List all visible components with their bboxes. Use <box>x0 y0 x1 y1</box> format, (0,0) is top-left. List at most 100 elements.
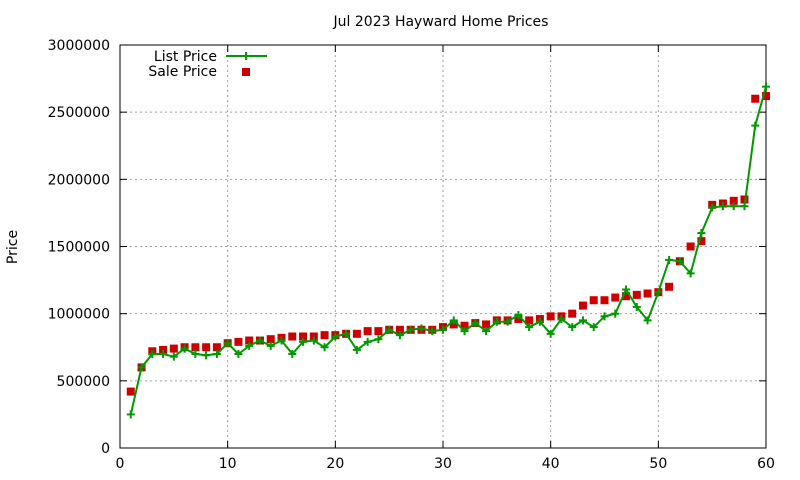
series-layer <box>126 82 770 419</box>
y-tick-label: 1000000 <box>48 307 110 323</box>
legend-swatch-sale-marker <box>242 68 250 76</box>
sale-price-point <box>374 327 383 336</box>
list-price-point <box>622 285 631 294</box>
list-price-point <box>191 349 200 358</box>
list-price-point <box>255 336 264 345</box>
x-tick-label: 20 <box>326 456 344 472</box>
y-tick-label: 500000 <box>57 374 110 390</box>
list-price-point <box>299 337 308 346</box>
legend-label-sale-price: Sale Price <box>148 64 217 80</box>
sale-price-point <box>751 94 760 103</box>
sale-price-point <box>514 315 523 324</box>
list-price-point <box>406 325 415 334</box>
sale-price-point <box>611 293 620 302</box>
sale-price-point <box>169 344 178 353</box>
list-price-point <box>482 327 491 336</box>
list-price-point <box>697 229 706 238</box>
x-tick-label: 50 <box>649 456 667 472</box>
list-price-point <box>460 327 469 336</box>
list-price-point <box>632 302 641 311</box>
list-price-point <box>589 323 598 332</box>
list-price-point <box>729 202 738 211</box>
list-price-point <box>223 339 232 348</box>
list-price-line <box>129 86 767 415</box>
list-price-point <box>514 311 523 320</box>
y-tick-label: 2500000 <box>48 105 110 121</box>
sale-price-point <box>363 327 372 336</box>
list-price-point <box>331 332 340 341</box>
list-price-point <box>363 337 372 346</box>
y-tick-label: 1500000 <box>48 240 110 256</box>
sale-price-point <box>632 290 641 299</box>
list-price-point <box>169 352 178 361</box>
list-price-point <box>148 349 157 358</box>
list-price-point <box>395 331 404 340</box>
sale-price-point <box>309 332 318 341</box>
sale-price-point <box>589 296 598 305</box>
sale-price-point <box>482 320 491 329</box>
sale-price-point <box>266 335 275 344</box>
x-tick-label: 30 <box>434 456 452 472</box>
list-price-point <box>266 341 275 350</box>
list-price-point <box>708 203 717 212</box>
list-price-point <box>374 335 383 344</box>
list-price-point <box>126 410 135 419</box>
sale-price-point <box>697 237 706 246</box>
sale-price-point <box>525 316 534 325</box>
list-price-point <box>245 341 254 350</box>
list-price-series <box>126 82 770 419</box>
sale-price-point <box>729 196 738 205</box>
x-tick-label: 10 <box>219 456 237 472</box>
sale-price-point <box>245 336 254 345</box>
sale-price-point <box>126 387 135 396</box>
x-tick-label: 40 <box>542 456 560 472</box>
sale-price-point <box>212 343 221 352</box>
list-price-point <box>611 309 620 318</box>
chart-title: Jul 2023 Hayward Home Prices <box>333 14 549 30</box>
sale-price-point <box>234 337 243 346</box>
list-price-point <box>342 329 351 338</box>
sale-price-point <box>352 329 361 338</box>
list-price-point <box>578 316 587 325</box>
sale-price-point <box>568 309 577 318</box>
list-price-point <box>557 315 566 324</box>
grid-lines <box>120 45 766 448</box>
list-price-point <box>449 316 458 325</box>
sale-price-point <box>191 343 200 352</box>
sale-price-point <box>622 292 631 301</box>
sale-price-series <box>126 92 770 396</box>
legend-swatch-list-marker <box>242 52 250 60</box>
list-price-point <box>762 82 770 91</box>
sale-price-point <box>665 282 674 291</box>
list-price-point <box>503 317 512 326</box>
list-price-point <box>288 349 297 358</box>
x-tick-label: 60 <box>757 456 775 472</box>
list-price-point <box>417 324 426 333</box>
list-price-point <box>718 202 727 211</box>
list-price-point <box>202 351 211 360</box>
list-price-point <box>675 257 684 266</box>
sale-price-point <box>578 301 587 310</box>
axis-ticks: 0 10 20 30 40 50 60 0 500000 1000000 1500000 200000… <box>48 38 775 472</box>
y-tick-label: 3000000 <box>48 38 110 54</box>
y-tick-label: 2000000 <box>48 172 110 188</box>
sale-price-point <box>320 331 329 340</box>
list-price-point <box>492 317 501 326</box>
list-price-point <box>665 255 674 264</box>
list-price-point <box>568 323 577 332</box>
list-price-point <box>535 317 544 326</box>
sale-price-point <box>202 343 211 352</box>
list-price-point <box>428 327 437 336</box>
list-price-point <box>600 312 609 321</box>
sale-price-point <box>159 345 168 354</box>
y-tick-label: 0 <box>101 441 110 457</box>
list-price-point <box>277 336 286 345</box>
list-price-point <box>385 325 394 334</box>
list-price-point <box>180 344 189 353</box>
x-tick-label: 0 <box>116 456 125 472</box>
sale-price-point <box>288 332 297 341</box>
sale-price-point <box>546 312 555 321</box>
sale-price-point <box>643 289 652 298</box>
